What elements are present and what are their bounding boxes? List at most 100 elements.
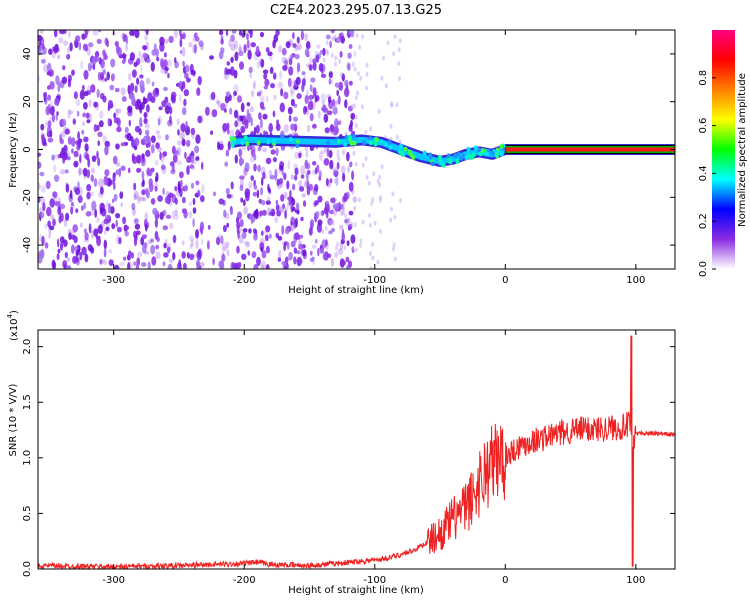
heatmap-cell [325,209,329,219]
heatmap-cell [142,52,148,59]
heatmap-cell [54,201,59,207]
heatmap-cell [328,96,332,104]
tone-blob [379,139,384,145]
heatmap-cell [268,207,273,216]
heatmap-cell [397,47,401,53]
heatmap-cell [79,153,82,164]
heatmap-cell [84,30,89,36]
heatmap-cell [305,41,311,50]
heatmap-cell [300,165,306,176]
heatmap-cell [127,261,131,269]
heatmap-cell [87,62,92,72]
heatmap-cell [189,201,192,207]
heatmap-cell [84,143,89,152]
heatmap-cell [319,151,323,161]
heatmap-cell [181,107,187,116]
heatmap-cell [78,166,82,177]
heatmap-cell [135,263,140,269]
heatmap-cell [97,225,103,234]
heatmap-cell [109,84,115,91]
heatmap-cell [43,64,48,73]
heatmap-cell [133,261,137,266]
heatmap-cell [86,184,92,192]
heatmap-cell [287,77,292,88]
heatmap-cell [147,239,153,245]
heatmap-cell [365,85,368,91]
heatmap-cell [179,38,183,48]
heatmap-cell [168,258,174,264]
heatmap-cell [170,94,176,103]
y-tick-label: 1.0 [22,450,33,466]
heatmap-cell [347,226,352,231]
heatmap-cell [53,30,58,38]
heatmap-cell [184,151,187,159]
heatmap-cell [115,143,120,150]
heatmap-cell [119,191,124,200]
heatmap-cell [97,157,101,167]
heatmap-cell [83,238,90,243]
heatmap-cell [57,206,62,216]
heatmap-cell [103,239,108,250]
heatmap-cell [272,110,276,118]
heatmap-cell [224,161,228,167]
heatmap-cell [268,233,272,239]
heatmap-cell [266,95,269,103]
heatmap-cell [47,137,54,143]
y-tick-label: -20 [22,189,33,205]
heatmap-cell [224,102,228,109]
tone-blob [471,152,476,158]
heatmap-cell [351,61,355,67]
heatmap-cell [255,124,260,134]
heatmap-cell [256,189,260,199]
heatmap-cell [108,249,112,254]
heatmap-cell [139,80,145,90]
x-tick-label: -100 [363,275,386,286]
heatmap-cell [329,178,333,184]
heatmap-cell [339,72,343,77]
heatmap-cell [56,54,61,60]
heatmap-cell [38,196,41,203]
heatmap-cell [238,158,245,165]
heatmap-cell [164,66,169,71]
heatmap-cell [195,180,200,186]
heatmap-cell [293,124,298,131]
heatmap-cell [93,178,98,187]
heatmap-cell [64,251,68,259]
heatmap-cell [60,131,66,138]
heatmap-cell [379,195,383,200]
heatmap-cell [164,238,168,249]
heatmap-cell [139,123,144,128]
heatmap-cell [356,90,360,96]
heatmap-cell [173,30,178,39]
heatmap-cell [325,200,329,206]
heatmap-cell [172,145,176,155]
heatmap-cell [210,130,214,135]
heatmap-cell [79,251,83,261]
heatmap-cell [308,227,313,236]
heatmap-cell [212,257,215,266]
heatmap-cell [88,89,92,95]
heatmap-cell [328,78,332,84]
heatmap-cell [330,227,336,233]
heatmap-cell [133,182,137,191]
heatmap-cell [330,257,335,267]
tone-blob [352,140,357,146]
heatmap-cell [162,225,168,231]
heatmap-cell [39,207,44,213]
heatmap-cell [297,240,302,245]
heatmap-cell [262,171,266,180]
heatmap-cell [164,38,169,45]
heatmap-cell [253,163,257,172]
heatmap-cell [40,248,45,259]
heatmap-cell [340,203,344,209]
heatmap-cell [47,62,52,73]
heatmap-cell [392,51,396,57]
heatmap-cell [220,47,225,54]
heatmap-cell [315,210,320,220]
heatmap-cell [256,256,261,266]
heatmap-cell [146,190,150,199]
heatmap-cell [279,165,284,171]
heatmap-cell [86,169,91,178]
heatmap-cell [326,178,329,187]
heatmap-cell [348,125,353,132]
